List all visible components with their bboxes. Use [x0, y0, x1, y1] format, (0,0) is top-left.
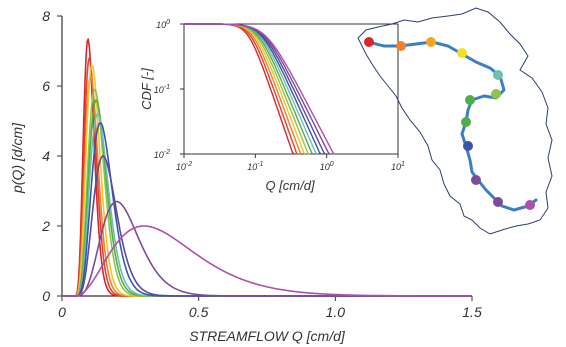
- inset-x-tick-label: 101: [391, 161, 405, 172]
- main-x-tick-label: 0.5: [189, 304, 209, 320]
- gauge-station-dot: [491, 89, 501, 99]
- gauge-station-dot: [525, 200, 535, 210]
- gauge-station-dot: [493, 197, 503, 207]
- main-y-tick-label: 2: [41, 218, 50, 234]
- main-chart: 0 0.5 1.0 1.5 0 2 4 6 8 STREAMFLOW Q [cm/d] p(Q)…: [9, 8, 482, 344]
- main-x-tick-label: 1.0: [326, 304, 346, 320]
- gauge-station-dot: [364, 37, 374, 47]
- main-y-tick-label: 8: [42, 8, 50, 24]
- main-y-tick-label: 0: [42, 288, 50, 304]
- main-x-tick-label: 1.5: [462, 304, 482, 320]
- inset-y-axis-label: CDF [-]: [139, 68, 154, 110]
- main-y-tick-label: 4: [42, 148, 50, 164]
- inset-x-tick-label: 10-1: [247, 161, 263, 172]
- gauge-station-dot: [426, 37, 436, 47]
- gauge-station-dot: [457, 48, 467, 58]
- gauge-station-dot: [461, 117, 471, 127]
- main-x-tick-label: 0: [58, 304, 66, 320]
- basin-outline: [357, 7, 553, 235]
- main-y-tick-label: 6: [42, 78, 50, 94]
- inset-x-tick-label: 100: [320, 161, 334, 172]
- pdf-series-line: [62, 225, 471, 297]
- basin-map-icon: [357, 7, 553, 235]
- inset-x-axis-label: Q [cm/d]: [265, 178, 315, 193]
- cdf-series-line: [184, 23, 335, 155]
- gauge-station-dot: [396, 41, 406, 51]
- gauge-station-dot: [465, 95, 475, 105]
- inset-x-tick-label: 10-2: [176, 161, 192, 172]
- gauge-station-dot: [493, 70, 503, 80]
- main-x-axis-label: STREAMFLOW Q [cm/d]: [189, 328, 346, 344]
- gauge-station-dot: [463, 141, 473, 151]
- inset-y-tick-label: 10-2: [154, 149, 170, 160]
- inset-y-tick-label: 10-1: [154, 84, 170, 95]
- gauge-station-dot: [471, 175, 481, 185]
- inset-y-tick-label: 100: [156, 19, 170, 30]
- main-y-axis-label: p(Q) [d/cm]: [9, 122, 25, 194]
